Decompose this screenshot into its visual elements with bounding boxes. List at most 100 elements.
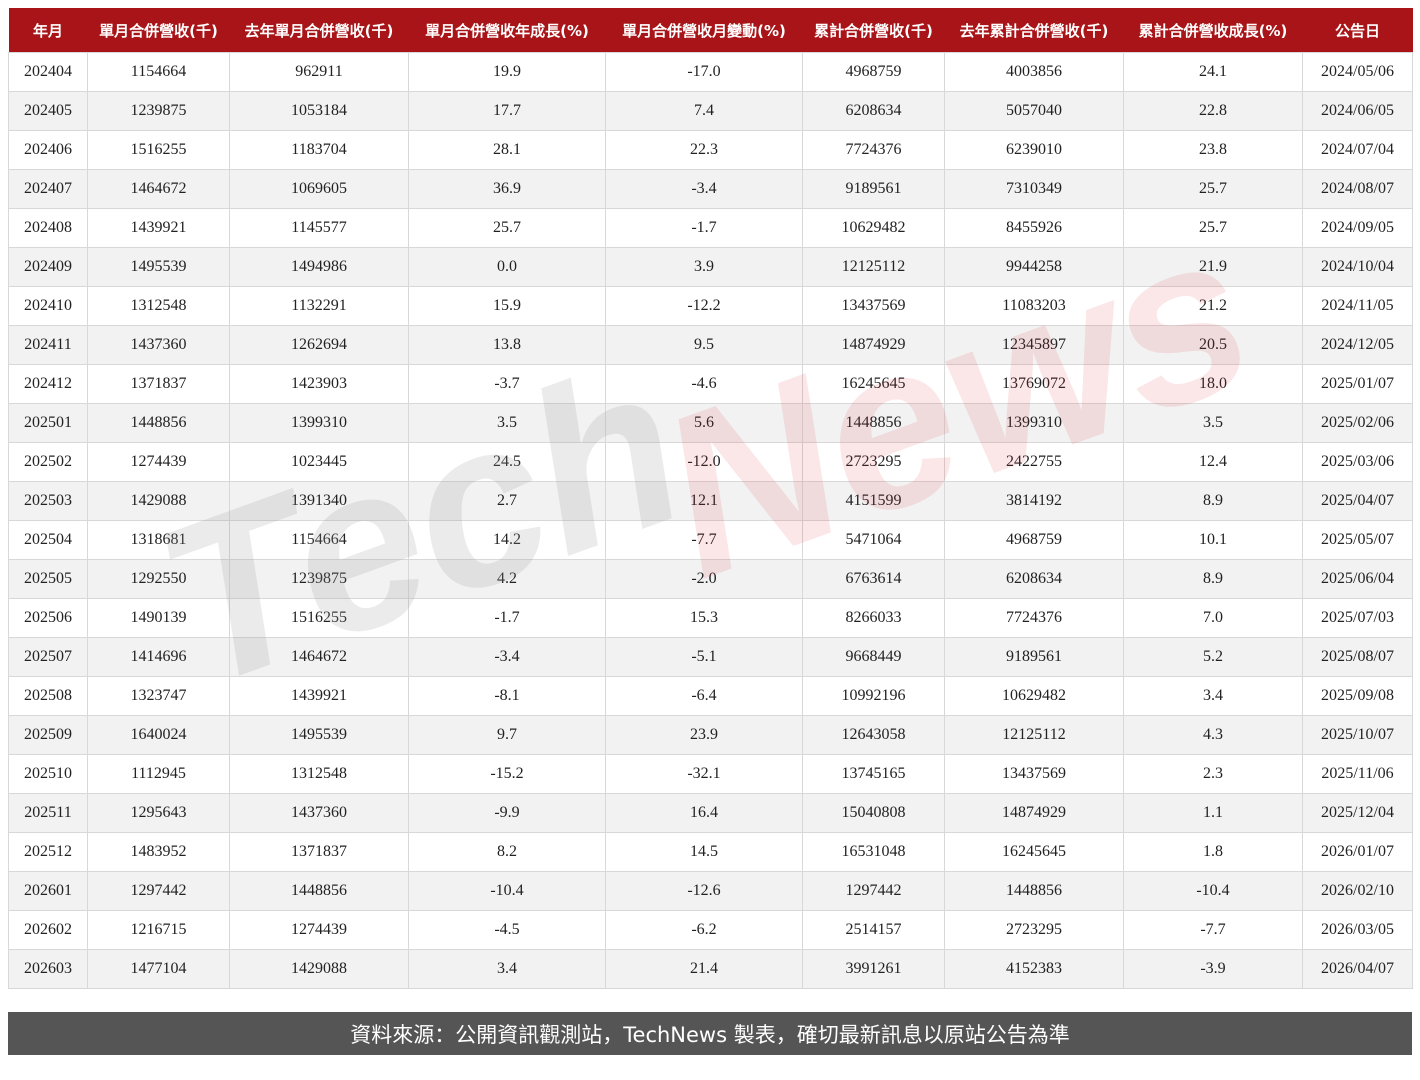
table-cell: -32.1 <box>605 754 803 794</box>
table-cell: 25.7 <box>408 208 606 248</box>
table-cell: 16245645 <box>802 364 945 404</box>
table-cell: 7.4 <box>605 91 803 131</box>
table-cell: 1274439 <box>229 910 409 950</box>
table-cell: 202505 <box>8 559 88 599</box>
column-header: 去年累計合併營收(千) <box>944 8 1124 53</box>
table-cell: 2.7 <box>408 481 606 521</box>
table-cell: 2026/04/07 <box>1302 949 1413 989</box>
table-cell: 7.0 <box>1123 598 1303 638</box>
table-cell: 2024/05/06 <box>1302 52 1413 92</box>
table-cell: 6208634 <box>944 559 1124 599</box>
table-cell: 1414696 <box>87 637 230 677</box>
table-cell: 4.2 <box>408 559 606 599</box>
table-cell: 202511 <box>8 793 88 833</box>
table-cell: 2024/07/04 <box>1302 130 1413 170</box>
table-cell: 21.4 <box>605 949 803 989</box>
table-cell: 21.2 <box>1123 286 1303 326</box>
table-row: 202407 1464672 1069605 36.9 -3.4 9189561 73103… <box>8 169 1413 209</box>
table-cell: 3.5 <box>408 403 606 443</box>
table-cell: 1399310 <box>944 403 1124 443</box>
table-row: 202507 1414696 1464672 -3.4 -5.1 9668449 91895… <box>8 637 1413 677</box>
table-cell: 1274439 <box>87 442 230 482</box>
table-cell: 6208634 <box>802 91 945 131</box>
table-cell: 202503 <box>8 481 88 521</box>
source-footer: 資料來源：公開資訊觀測站，TechNews 製表，確切最新訊息以原站公告為準 <box>8 1012 1412 1055</box>
table-cell: 9.5 <box>605 325 803 365</box>
table-cell: 2025/10/07 <box>1302 715 1413 755</box>
table-cell: 18.0 <box>1123 364 1303 404</box>
table-cell: 3.5 <box>1123 403 1303 443</box>
table-cell: -3.4 <box>408 637 606 677</box>
table-cell: 14874929 <box>944 793 1124 833</box>
table-cell: 2025/08/07 <box>1302 637 1413 677</box>
table-cell: 1069605 <box>229 169 409 209</box>
table-row: 202511 1295643 1437360 -9.9 16.4 15040808 1487… <box>8 793 1413 833</box>
table-row: 202405 1239875 1053184 17.7 7.4 6208634 505704… <box>8 91 1413 131</box>
table-cell: 2514157 <box>802 910 945 950</box>
table-cell: 1318681 <box>87 520 230 560</box>
table-cell: 12125112 <box>802 247 945 287</box>
revenue-table: 年月 單月合併營收(千) 去年單月合併營收(千) 單月合併營收年成長(%) 單月合併營收… <box>8 8 1413 989</box>
table-cell: 202509 <box>8 715 88 755</box>
table-cell: 2025/03/06 <box>1302 442 1413 482</box>
table-cell: -5.1 <box>605 637 803 677</box>
table-cell: 21.9 <box>1123 247 1303 287</box>
table-cell: 13769072 <box>944 364 1124 404</box>
table-cell: 8455926 <box>944 208 1124 248</box>
table-row: 202406 1516255 1183704 28.1 22.3 7724376 62390… <box>8 130 1413 170</box>
table-cell: -1.7 <box>605 208 803 248</box>
table-cell: 2025/01/07 <box>1302 364 1413 404</box>
table-cell: 202603 <box>8 949 88 989</box>
table-cell: 4152383 <box>944 949 1124 989</box>
table-cell: 3991261 <box>802 949 945 989</box>
table-cell: -3.9 <box>1123 949 1303 989</box>
table-cell: 202508 <box>8 676 88 716</box>
table-row: 202508 1323747 1439921 -8.1 -6.4 10992196 1062… <box>8 676 1413 716</box>
table-cell: 1297442 <box>87 871 230 911</box>
table-cell: 1312548 <box>87 286 230 326</box>
table-cell: 1516255 <box>87 130 230 170</box>
table-cell: 4968759 <box>802 52 945 92</box>
table-cell: 1.8 <box>1123 832 1303 872</box>
table-cell: 1483952 <box>87 832 230 872</box>
table-cell: -8.1 <box>408 676 606 716</box>
table-cell: -15.2 <box>408 754 606 794</box>
column-header: 去年單月合併營收(千) <box>229 8 409 53</box>
table-cell: 2024/08/07 <box>1302 169 1413 209</box>
table-cell: 2.3 <box>1123 754 1303 794</box>
table-cell: -6.2 <box>605 910 803 950</box>
column-header: 累計合併營收(千) <box>802 8 945 53</box>
column-header: 單月合併營收(千) <box>87 8 230 53</box>
table-cell: 24.5 <box>408 442 606 482</box>
table-cell: 15.9 <box>408 286 606 326</box>
table-cell: 7310349 <box>944 169 1124 209</box>
table-cell: 1437360 <box>87 325 230 365</box>
table-cell: 1477104 <box>87 949 230 989</box>
table-cell: 17.7 <box>408 91 606 131</box>
table-cell: -10.4 <box>1123 871 1303 911</box>
table-cell: 202409 <box>8 247 88 287</box>
table-cell: -2.0 <box>605 559 803 599</box>
table-cell: 24.1 <box>1123 52 1303 92</box>
table-cell: 1399310 <box>229 403 409 443</box>
table-cell: 1640024 <box>87 715 230 755</box>
table-cell: 2025/11/06 <box>1302 754 1413 794</box>
table-cell: 202601 <box>8 871 88 911</box>
table-cell: 202406 <box>8 130 88 170</box>
table-cell: 2025/06/04 <box>1302 559 1413 599</box>
table-cell: 2422755 <box>944 442 1124 482</box>
table-cell: 5.6 <box>605 403 803 443</box>
table-row: 202504 1318681 1154664 14.2 -7.7 5471064 49687… <box>8 520 1413 560</box>
table-cell: 9189561 <box>802 169 945 209</box>
table-cell: 202502 <box>8 442 88 482</box>
table-cell: 0.0 <box>408 247 606 287</box>
table-cell: 5057040 <box>944 91 1124 131</box>
table-cell: 1023445 <box>229 442 409 482</box>
table-cell: 1448856 <box>87 403 230 443</box>
table-cell: 202512 <box>8 832 88 872</box>
table-cell: 2723295 <box>802 442 945 482</box>
table-cell: 2025/04/07 <box>1302 481 1413 521</box>
table-row: 202503 1429088 1391340 2.7 12.1 4151599 381419… <box>8 481 1413 521</box>
table-cell: 2025/07/03 <box>1302 598 1413 638</box>
table-cell: 13437569 <box>944 754 1124 794</box>
